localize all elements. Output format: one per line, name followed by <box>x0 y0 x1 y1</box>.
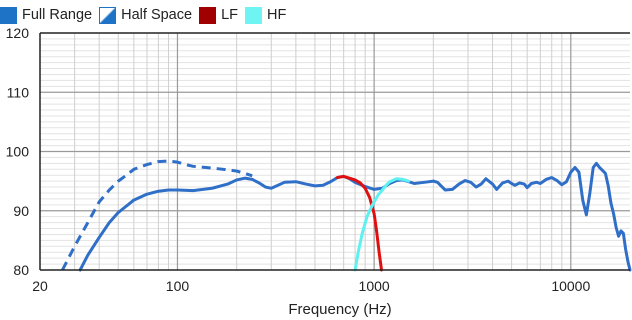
legend-label-full-range: Full Range <box>22 7 93 23</box>
legend-item-full-range[interactable]: Full Range <box>0 6 93 24</box>
legend: Full Range Half Space LF HF <box>0 2 293 28</box>
legend-item-lf[interactable]: LF <box>199 6 238 24</box>
y-tick-label: 80 <box>13 262 29 278</box>
y-tick-label: 100 <box>6 144 30 160</box>
legend-swatch-lf <box>199 6 217 24</box>
axes-frame <box>39 32 630 271</box>
tick-labels: 80 90 100 110 120 20 100 1000 10000 <box>6 25 591 294</box>
legend-label-half-space: Half Space <box>121 7 193 23</box>
series-line-hf <box>353 177 411 272</box>
y-tick-label: 120 <box>6 25 30 41</box>
legend-swatch-full-range <box>0 6 17 24</box>
series-lines <box>61 159 632 272</box>
x-tick-label: 1000 <box>359 278 390 294</box>
series-line-full-range <box>78 161 632 272</box>
x-tick-label: 100 <box>166 278 190 294</box>
legend-label-hf: HF <box>266 7 287 23</box>
y-tick-label: 90 <box>13 203 29 219</box>
legend-item-half-space[interactable]: Half Space <box>99 6 193 24</box>
grid-lines <box>40 33 630 270</box>
x-tick-label: 20 <box>32 278 48 294</box>
legend-item-hf[interactable]: HF <box>244 6 287 24</box>
series-line-lf <box>335 174 383 272</box>
y-tick-label: 110 <box>7 84 30 100</box>
legend-swatch-half-space <box>99 6 117 24</box>
x-axis-title: Frequency (Hz) <box>288 301 391 318</box>
legend-label-lf: LF <box>221 7 238 23</box>
legend-swatch-hf <box>244 6 262 24</box>
x-tick-label: 10000 <box>551 278 590 294</box>
series-line-half-space <box>61 159 253 271</box>
